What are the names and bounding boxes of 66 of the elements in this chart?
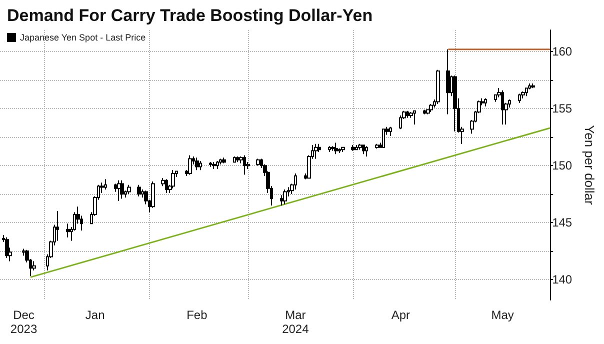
candlestick — [501, 90, 504, 126]
candlestick — [222, 157, 226, 164]
y-tick-label: 150 — [552, 158, 572, 173]
candlestick — [216, 160, 219, 170]
candlestick — [484, 98, 487, 107]
candlestick — [453, 75, 457, 132]
y-tick-label: 155 — [552, 102, 572, 116]
candlestick — [66, 223, 70, 238]
candlestick — [362, 144, 365, 155]
candlestick — [314, 143, 318, 160]
candlestick — [446, 48, 450, 115]
candlestick — [243, 154, 246, 176]
candlestick — [521, 91, 525, 99]
candlestick — [283, 188, 287, 205]
candlestick — [127, 184, 131, 195]
candlestick — [334, 142, 338, 155]
legend-label: Japanese Yen Spot - Last Price — [20, 32, 146, 42]
candlestick — [531, 83, 535, 89]
candlestick — [429, 104, 433, 113]
candlestick — [375, 143, 379, 149]
candlestick — [165, 178, 168, 194]
candlestick — [104, 178, 107, 190]
candlestick — [199, 160, 202, 171]
x-tick-label: Dec 2023 — [10, 308, 38, 336]
candlestick — [188, 154, 192, 176]
candlestick — [56, 210, 59, 242]
candlestick — [117, 180, 121, 202]
candlestick — [212, 162, 216, 170]
candlestick — [423, 109, 426, 115]
candlestick — [358, 143, 362, 150]
candlestick — [406, 110, 409, 118]
candlestick — [294, 173, 297, 190]
y-tick-label: 140 — [552, 272, 572, 286]
candlestick — [518, 93, 521, 104]
candlestick — [341, 146, 345, 152]
candlestick — [436, 69, 440, 105]
candlestick — [209, 162, 212, 168]
chart-title: Demand For Carry Trade Boosting Dollar-Yen — [7, 6, 373, 25]
x-tick-label: May — [491, 308, 514, 322]
candlestick — [525, 88, 528, 97]
candlestick — [389, 126, 392, 136]
candlestick — [355, 144, 358, 150]
candlestick — [151, 181, 155, 208]
candlestick — [233, 156, 236, 163]
x-tick-label: Feb — [186, 308, 208, 322]
candlestick — [351, 144, 355, 152]
candlestick — [413, 110, 416, 126]
candlestick — [171, 170, 175, 189]
candlestick — [236, 156, 239, 163]
candlestick — [256, 158, 260, 166]
candlestick — [120, 180, 124, 200]
candlestick — [399, 114, 402, 130]
y-tick-label: 145 — [552, 216, 572, 230]
candlestick — [195, 157, 199, 171]
y-tick-label: 160 — [552, 44, 572, 59]
candlestick — [328, 146, 331, 152]
candlestick — [5, 236, 9, 258]
candlestick — [137, 184, 141, 197]
candlestick — [219, 158, 222, 165]
candlestick — [331, 146, 335, 152]
x-tick-label: Apr — [391, 308, 410, 322]
x-tick-label: Mar 2024 — [282, 308, 310, 336]
y-axis-title: Yen per dollar — [582, 125, 597, 206]
candlestick — [382, 128, 385, 148]
x-tick-label: Jan — [85, 308, 105, 322]
candlestick — [365, 146, 368, 157]
